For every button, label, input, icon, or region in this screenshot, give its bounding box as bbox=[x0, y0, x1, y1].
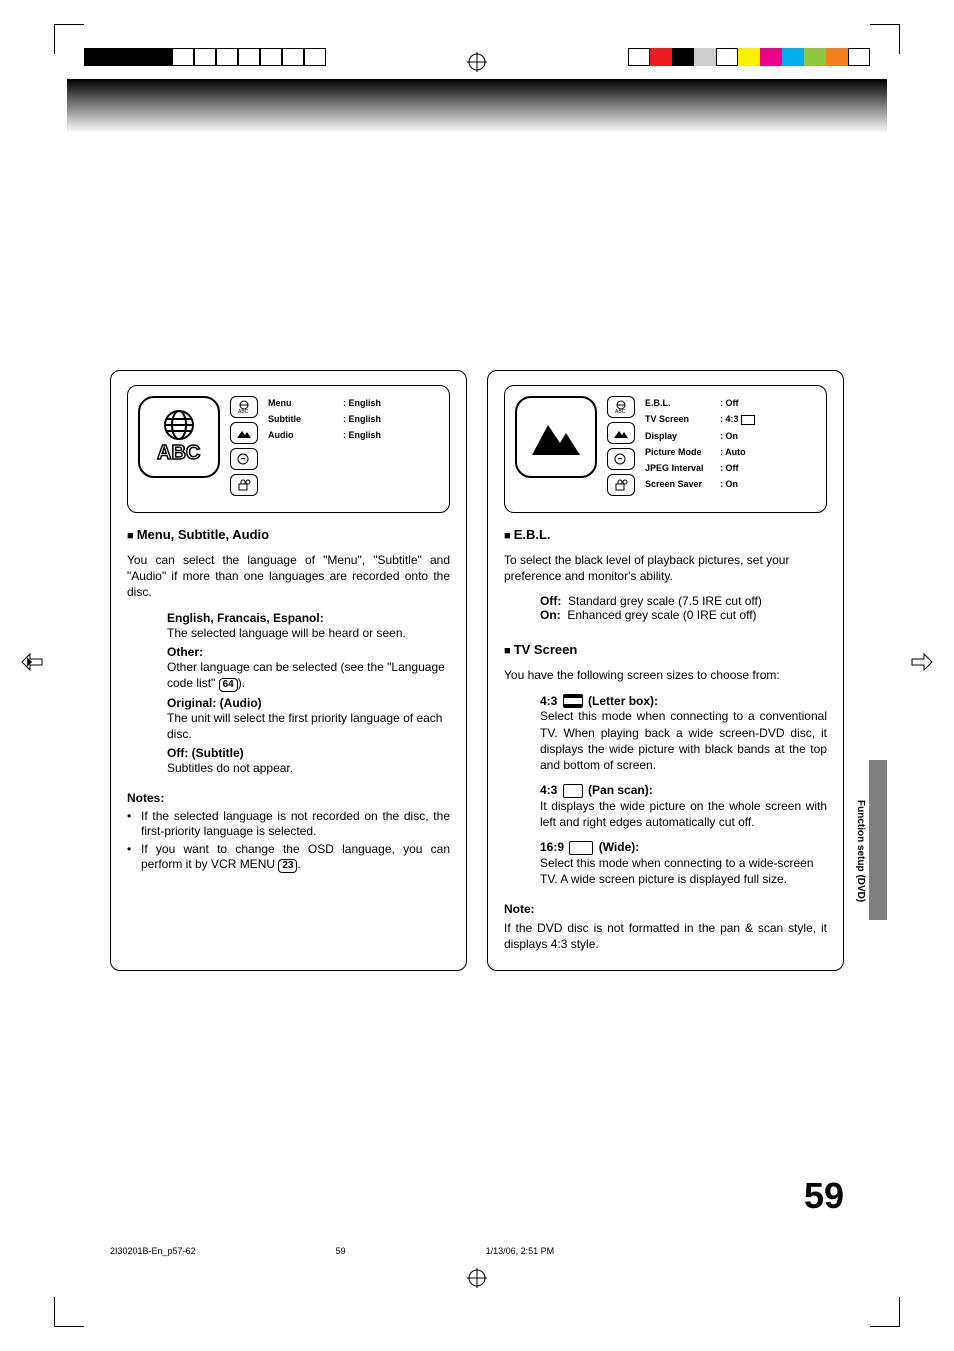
section-heading: TV Screen bbox=[504, 642, 827, 657]
text: ). bbox=[238, 676, 245, 690]
notes-heading: Note: bbox=[504, 902, 827, 916]
osd-setting-row: Display: On bbox=[645, 431, 755, 441]
manual-page: Function setup (DVD) ABC bbox=[0, 0, 954, 1351]
option-body: Subtitles do not appear. bbox=[167, 760, 450, 776]
note-bullet: •If the selected language is not recorde… bbox=[127, 809, 450, 840]
left-column: ABC ABC Menu: English Subtitle: English Au… bbox=[110, 370, 467, 971]
page-ref: 64 bbox=[219, 678, 238, 692]
footer-date: 1/13/06, 2:51 PM bbox=[486, 1246, 555, 1256]
footer-page: 59 bbox=[336, 1246, 346, 1256]
letterbox-icon bbox=[563, 694, 583, 708]
picture-small-icon bbox=[607, 422, 635, 444]
screen-option-heading: 16:9 (Wide): bbox=[540, 840, 827, 855]
aspect-43-icon bbox=[741, 415, 755, 425]
registration-mark-icon bbox=[467, 1268, 487, 1291]
option-line: Off: Standard grey scale (7.5 IRE cut of… bbox=[540, 594, 827, 608]
side-arrow-left-icon bbox=[20, 650, 44, 674]
option-heading: English, Francais, Espanol: bbox=[167, 611, 450, 625]
note-text: If you want to change the OSD language, … bbox=[141, 842, 450, 874]
osd-picture-list: E.B.L.: Off TV Screen: 4:3 Display: On Pic… bbox=[645, 396, 755, 489]
notes-heading: Notes: bbox=[127, 791, 450, 805]
crop-mark bbox=[40, 1311, 70, 1341]
crop-mark bbox=[884, 1311, 914, 1341]
osd-setting-row: Audio: English bbox=[268, 430, 381, 440]
osd-language-list: Menu: English Subtitle: English Audio: Eng… bbox=[268, 396, 381, 440]
header-gradient bbox=[67, 79, 887, 133]
osd-setting-row: Picture Mode: Auto bbox=[645, 447, 755, 457]
right-column: ABC E.B.L.: Off TV Screen: 4:3 Display: O… bbox=[487, 370, 844, 971]
body-paragraph: You have the following screen sizes to c… bbox=[504, 667, 827, 683]
osd-tab-icons: ABC bbox=[230, 396, 258, 496]
color-bars-left bbox=[84, 48, 326, 66]
crop-mark bbox=[884, 10, 914, 40]
parental-small-icon bbox=[607, 474, 635, 496]
globe-small-icon: ABC bbox=[230, 396, 258, 418]
footer-file: 2I30201B-En_p57-62 bbox=[110, 1246, 196, 1256]
osd-setting-row: E.B.L.: Off bbox=[645, 398, 755, 408]
body-paragraph: You can select the language of "Menu", "… bbox=[127, 552, 450, 601]
panscan-icon bbox=[563, 784, 583, 798]
option-body: Other language can be selected (see the … bbox=[167, 659, 450, 692]
picture-small-icon bbox=[230, 422, 258, 444]
footer-info: 2I30201B-En_p57-62 59 1/13/06, 2:51 PM bbox=[110, 1246, 844, 1256]
section-heading: Menu, Subtitle, Audio bbox=[127, 527, 450, 542]
screen-option-heading: 4:3 (Letter box): bbox=[540, 694, 827, 709]
section-heading: E.B.L. bbox=[504, 527, 827, 542]
note-text: If the selected language is not recorded… bbox=[141, 809, 450, 840]
globe-small-icon: ABC bbox=[607, 396, 635, 418]
crop-mark bbox=[40, 10, 70, 40]
svg-text:ABC: ABC bbox=[615, 409, 626, 414]
osd-preview-language: ABC ABC Menu: English Subtitle: English Au… bbox=[127, 385, 450, 513]
page-ref: 23 bbox=[278, 859, 297, 873]
osd-setting-row: Menu: English bbox=[268, 398, 381, 408]
osd-tab-icons: ABC bbox=[607, 396, 635, 496]
note-text: If the DVD disc is not formatted in the … bbox=[504, 920, 827, 952]
svg-text:ABC: ABC bbox=[157, 442, 200, 464]
page-content: ABC ABC Menu: English Subtitle: English Au… bbox=[110, 140, 844, 1251]
option-body: Select this mode when connecting to a co… bbox=[540, 708, 827, 773]
option-body: Select this mode when connecting to a wi… bbox=[540, 855, 827, 887]
option-body: It displays the wide picture on the whol… bbox=[540, 798, 827, 830]
globe-abc-icon: ABC bbox=[138, 396, 220, 478]
option-heading: Original: (Audio) bbox=[167, 696, 450, 710]
wide-icon bbox=[569, 841, 593, 855]
side-tab bbox=[869, 760, 887, 920]
screen-option-heading: 4:3 (Pan scan): bbox=[540, 783, 827, 798]
color-bars-right bbox=[628, 48, 870, 66]
audio-small-icon bbox=[607, 448, 635, 470]
side-arrow-right-icon bbox=[910, 650, 934, 674]
note-bullet: •If you want to change the OSD language,… bbox=[127, 842, 450, 874]
registration-mark-icon bbox=[467, 52, 487, 75]
picture-large-icon bbox=[515, 396, 597, 478]
parental-small-icon bbox=[230, 474, 258, 496]
text: Other language can be selected (see the … bbox=[167, 660, 445, 690]
page-number: 59 bbox=[804, 1175, 844, 1217]
option-body: The unit will select the first priority … bbox=[167, 710, 450, 742]
option-body: The selected language will be heard or s… bbox=[167, 625, 450, 641]
osd-setting-row: Screen Saver: On bbox=[645, 479, 755, 489]
svg-text:ABC: ABC bbox=[238, 409, 249, 414]
body-paragraph: To select the black level of playback pi… bbox=[504, 552, 827, 584]
option-heading: Other: bbox=[167, 645, 450, 659]
osd-setting-row: JPEG Interval: Off bbox=[645, 463, 755, 473]
osd-preview-picture: ABC E.B.L.: Off TV Screen: 4:3 Display: O… bbox=[504, 385, 827, 513]
option-line: On: Enhanced grey scale (0 IRE cut off) bbox=[540, 608, 827, 622]
side-section-label: Function setup (DVD) bbox=[855, 800, 866, 902]
printer-marks bbox=[0, 40, 954, 80]
osd-setting-row: Subtitle: English bbox=[268, 414, 381, 424]
option-heading: Off: (Subtitle) bbox=[167, 746, 450, 760]
audio-small-icon bbox=[230, 448, 258, 470]
osd-setting-row: TV Screen: 4:3 bbox=[645, 414, 755, 425]
